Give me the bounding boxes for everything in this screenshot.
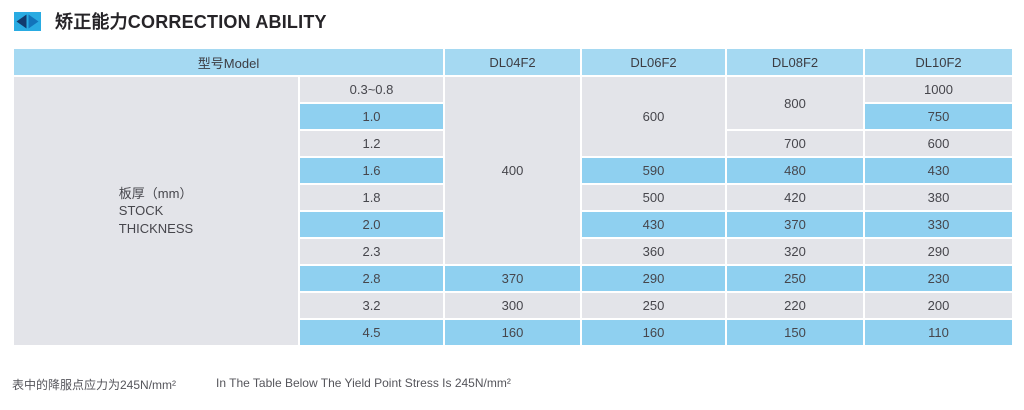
value-cell: 160 — [443, 318, 583, 347]
value-cell: 110 — [863, 318, 1015, 347]
thickness-cell: 2.0 — [297, 210, 446, 239]
thickness-cell: 0.3~0.8 — [297, 75, 446, 104]
table-row: 3.2 300 250 220 200 — [13, 291, 1015, 320]
value-cell-dl04-span: 400 — [443, 75, 583, 266]
section-marker-icon — [14, 11, 41, 31]
footer-notes: 表中的降服点应力为245N/mm² In The Table Below The… — [12, 376, 511, 393]
value-cell: 220 — [725, 291, 866, 320]
table-header-row: 型号Model DL04F2 DL06F2 DL08F2 DL10F2 — [11, 47, 1015, 77]
value-cell: 600 — [863, 129, 1015, 158]
table-row: 1.8 500 420 380 — [13, 183, 1015, 212]
column-header-dl06f2: DL06F2 — [580, 47, 728, 77]
table-row: 1.2 700 600 — [13, 129, 1015, 158]
thickness-cell: 2.8 — [297, 264, 446, 293]
value-cell: 160 — [580, 318, 728, 347]
thickness-cell: 1.6 — [297, 156, 446, 185]
stock-label-line-en2: THICKNESS — [118, 220, 194, 236]
column-header-dl08f2: DL08F2 — [725, 47, 866, 77]
table-row: 1.6 590 480 430 — [13, 156, 1015, 185]
thickness-cell: 1.8 — [297, 183, 446, 212]
correction-ability-table: 型号Model DL04F2 DL06F2 DL08F2 DL10F2 板厚（m… — [11, 47, 1015, 347]
page-title: 矫正能力CORRECTION ABILITY — [55, 12, 327, 32]
thickness-cell: 4.5 — [297, 318, 446, 347]
yield-note-cn: 表中的降服点应力为245N/mm² — [12, 378, 177, 392]
value-cell: 200 — [863, 291, 1015, 320]
thickness-cell: 1.0 — [297, 102, 446, 131]
stock-label-line-en1: STOCK — [118, 203, 164, 219]
value-cell: 290 — [863, 237, 1015, 266]
table-row: 2.0 430 370 330 — [13, 210, 1015, 239]
column-header-dl10f2: DL10F2 — [863, 47, 1015, 77]
value-cell: 330 — [863, 210, 1015, 239]
value-cell-dl06-span: 600 — [580, 75, 728, 158]
table-row: 4.5 160 160 150 110 — [13, 318, 1015, 347]
value-cell: 370 — [725, 210, 866, 239]
table-row: 2.8 370 290 250 230 — [13, 264, 1015, 293]
table-row: 板厚（mm） STOCK THICKNESS 0.3~0.8 400 600 8… — [12, 75, 1015, 347]
value-cell: 480 — [725, 156, 866, 185]
value-cell: 320 — [725, 237, 866, 266]
value-cell: 250 — [725, 264, 866, 293]
stock-thickness-label: 板厚（mm） STOCK THICKNESS — [119, 185, 193, 238]
column-header-dl04f2: DL04F2 — [443, 47, 583, 77]
value-cell: 750 — [863, 102, 1015, 131]
value-cell-dl08-span: 800 — [725, 75, 866, 131]
value-cell: 500 — [580, 183, 728, 212]
value-cell: 360 — [580, 237, 728, 266]
yield-note-en: In The Table Below The Yield Point Stres… — [216, 376, 511, 390]
value-cell: 590 — [580, 156, 728, 185]
section-title-bar: 矫正能力CORRECTION ABILITY — [14, 8, 327, 34]
table-row: 2.3 360 320 290 — [13, 237, 1015, 266]
table-row: 1.0 750 — [13, 102, 1015, 131]
value-cell: 430 — [580, 210, 728, 239]
value-cell: 420 — [725, 183, 866, 212]
value-cell: 250 — [580, 291, 728, 320]
thickness-cell: 3.2 — [297, 291, 446, 320]
thickness-cell: 2.3 — [297, 237, 446, 266]
value-cell: 380 — [863, 183, 1015, 212]
stock-thickness-label-cell: 板厚（mm） STOCK THICKNESS — [12, 75, 300, 347]
value-cell: 370 — [443, 264, 583, 293]
value-cell: 300 — [443, 291, 583, 320]
value-cell: 230 — [863, 264, 1015, 293]
thickness-cell: 1.2 — [297, 129, 446, 158]
value-cell: 290 — [580, 264, 728, 293]
value-cell: 700 — [725, 129, 866, 158]
value-cell: 1000 — [863, 75, 1015, 104]
column-header-model: 型号Model — [11, 47, 446, 77]
value-cell: 150 — [725, 318, 866, 347]
stock-label-line-cn: 板厚（mm） — [118, 185, 193, 201]
value-cell: 430 — [863, 156, 1015, 185]
